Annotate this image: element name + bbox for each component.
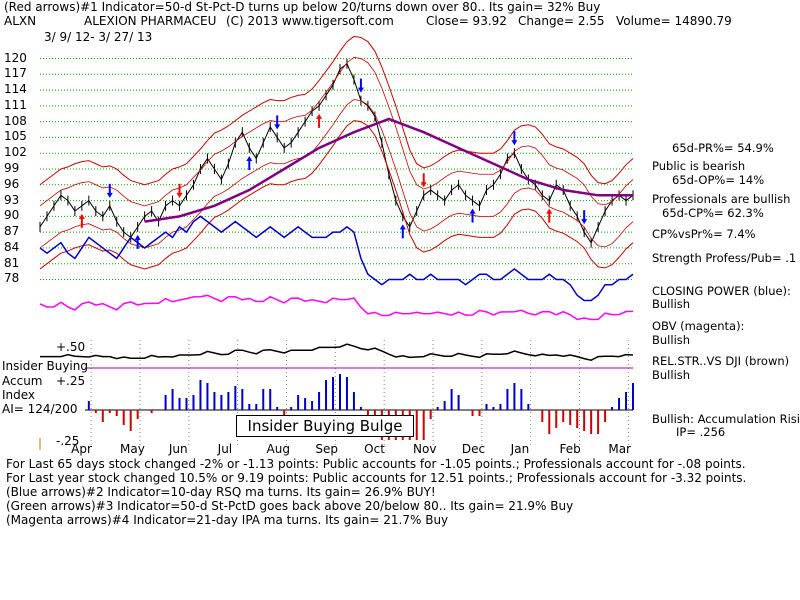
obv-value: Bullish <box>652 333 691 347</box>
level-plus-25: +.25 <box>56 374 86 388</box>
y-tick-label: 105 <box>4 129 27 144</box>
pr-percent: 65d-PR%= 54.9% <box>672 141 774 155</box>
sell-arrow-head <box>274 124 281 130</box>
company-name: ALEXION PHARMACEU <box>84 14 217 28</box>
y-tick-label: 93 <box>4 192 20 207</box>
insider-buying-bulge-box: Insider Buying Bulge <box>236 415 414 437</box>
buy-arrow-head <box>78 213 85 219</box>
relstr-label: REL.STR..VS DJI (brown) <box>652 354 790 368</box>
sell-arrow-head <box>581 219 588 225</box>
x-tick-label: Mar <box>608 442 631 456</box>
y-tick-label: 114 <box>4 82 27 97</box>
y-tick-label: 81 <box>4 255 20 270</box>
index-label: Index <box>2 388 36 402</box>
y-tick-label: 78 <box>4 271 20 286</box>
inner-upper-band <box>39 57 634 207</box>
y-tick-label: 96 <box>4 176 20 191</box>
footer-magenta-arrows: (Magenta arrows)#4 Indicator=21-day IPA … <box>6 513 449 527</box>
footer-65-days: For Last 65 days stock changed -2% or -1… <box>6 457 746 471</box>
public-status: Public is bearish <box>652 159 746 173</box>
level-plus-50: +.50 <box>56 340 86 354</box>
sell-arrow-head <box>106 192 113 198</box>
copyright: (C) 2013 www.tigersoft.com <box>226 14 394 28</box>
accum-status: Bullish: Accumulation Risi <box>652 412 800 426</box>
relstr-value: Bullish <box>652 368 691 382</box>
footer-blue-arrows: (Blue arrows)#2 Indicator=10-day RSQ ma … <box>6 485 436 499</box>
y-tick-label: 102 <box>4 145 27 160</box>
sell-arrow-head <box>511 140 518 146</box>
sell-arrow-head <box>357 87 364 93</box>
x-tick-label: Jan <box>510 442 530 456</box>
buy-arrow-head <box>134 234 141 240</box>
insider-buying-label: Insider Buying <box>2 359 88 373</box>
pros-status: Professionals are bullish <box>652 192 791 206</box>
level-minus-25: -.25 <box>56 434 80 448</box>
volume-value: Volume= 14890.79 <box>616 14 732 28</box>
sell-arrow-head <box>176 192 183 198</box>
upper-band <box>39 35 634 186</box>
closing-power-label: CLOSING POWER (blue): <box>652 284 791 298</box>
closing-power-line <box>39 215 634 302</box>
x-tick-label: Jun <box>168 442 188 456</box>
buy-arrow-head <box>546 208 553 214</box>
relstr-line <box>40 343 634 361</box>
x-tick-label: Nov <box>413 442 437 456</box>
lower-band <box>39 120 634 270</box>
y-tick-label: 120 <box>4 50 27 65</box>
buy-arrow-head <box>399 224 406 230</box>
y-tick-label: 90 <box>4 208 20 223</box>
buy-arrow-head <box>246 155 253 161</box>
y-tick-label: 108 <box>4 113 27 128</box>
x-tick-label: Sep <box>315 442 338 456</box>
cp-percent: 65d-CP%= 62.3% <box>662 206 764 220</box>
buy-arrow-head <box>316 113 323 119</box>
x-tick-label: Oct <box>364 442 385 456</box>
x-tick-label: Feb <box>559 442 581 456</box>
y-tick-label: 84 <box>4 239 20 254</box>
footer-last-year: For Last year stock changed 10.5% or 9.1… <box>6 471 747 485</box>
x-tick-label: May <box>119 442 145 456</box>
op-percent: 65d-OP%= 14% <box>672 173 765 187</box>
y-tick-label: 99 <box>4 161 20 175</box>
y-tick-label: 117 <box>4 66 27 81</box>
ticker: ALXN <box>4 14 37 28</box>
x-tick-label: Apr <box>71 442 92 456</box>
change-value: Change= 2.55 <box>518 14 605 28</box>
x-tick-label: Jul <box>217 442 233 456</box>
close-value: Close= 93.92 <box>426 14 507 28</box>
closing-power-value: Bullish <box>652 297 691 311</box>
y-tick-label: 87 <box>4 224 20 239</box>
red-arrows-indicator: (Red arrows)#1 Indicator=50-d St-Pct-D t… <box>4 0 601 14</box>
ma-line <box>144 117 633 223</box>
ai-value: AI= 124/200 <box>2 402 78 416</box>
ip-value: IP= .256 <box>676 425 726 439</box>
strength-ratio: Strength Profess/Pub= .1 <box>652 251 797 265</box>
obv-label: OBV (magenta): <box>652 319 745 333</box>
sell-arrow-head <box>420 182 427 188</box>
x-tick-label: Dec <box>461 442 486 456</box>
date-range: 3/ 9/ 12- 3/ 27/ 13 <box>44 30 153 44</box>
x-tick-label: Aug <box>266 442 290 456</box>
obv-line <box>39 294 634 321</box>
cp-vs-pr: CP%vsPr%= 7.4% <box>652 227 756 241</box>
y-tick-label: 111 <box>4 97 27 112</box>
buy-arrow-head <box>469 208 476 214</box>
footer-green-arrows: (Green arrows)#3 Indicator=50-d St-PctD … <box>6 499 574 513</box>
accum-label: Accum <box>2 374 43 388</box>
inner-lower-band <box>39 99 634 249</box>
